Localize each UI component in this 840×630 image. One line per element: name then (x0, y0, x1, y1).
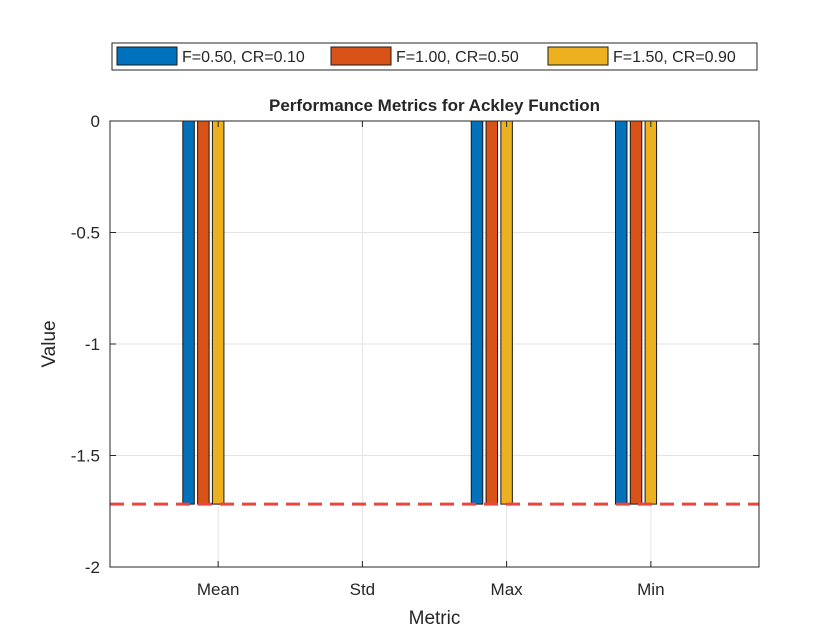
y-tick-label: -2 (85, 558, 100, 577)
chart-title: Performance Metrics for Ackley Function (269, 96, 600, 115)
bar (197, 120, 210, 505)
x-tick-label: Min (637, 580, 664, 599)
bar (629, 120, 643, 505)
bar (485, 120, 499, 505)
x-tick-label: Max (491, 580, 524, 599)
bar (470, 120, 484, 505)
bar (211, 120, 225, 505)
y-tick-label: -1.5 (71, 447, 100, 466)
legend-label: F=1.50, CR=0.90 (613, 49, 736, 66)
legend-label: F=1.00, CR=0.50 (396, 49, 519, 66)
axis-ticks: 0 -0.5 -1 -1.5 -2 Mean Std Max Min (71, 112, 759, 599)
bar (614, 120, 628, 505)
bar (644, 120, 658, 505)
legend-swatch (116, 46, 178, 66)
y-tick-label: -1 (85, 335, 100, 354)
legend-box (111, 42, 758, 71)
legend-swatch (547, 46, 609, 66)
legend-label: F=0.50, CR=0.10 (182, 49, 305, 66)
x-tick-label: Mean (197, 580, 240, 599)
legend-swatch (330, 46, 392, 66)
bar (182, 120, 195, 505)
x-tick-label: Std (350, 580, 376, 599)
bar (500, 120, 513, 505)
x-axis-label: Metric (409, 608, 461, 629)
y-tick-label: -0.5 (71, 224, 100, 243)
y-axis-label: Value (39, 320, 60, 367)
y-tick-label: 0 (91, 112, 100, 131)
legend: F=0.50, CR=0.10 F=1.00, CR=0.50 F=1.50, CR… (111, 42, 758, 71)
